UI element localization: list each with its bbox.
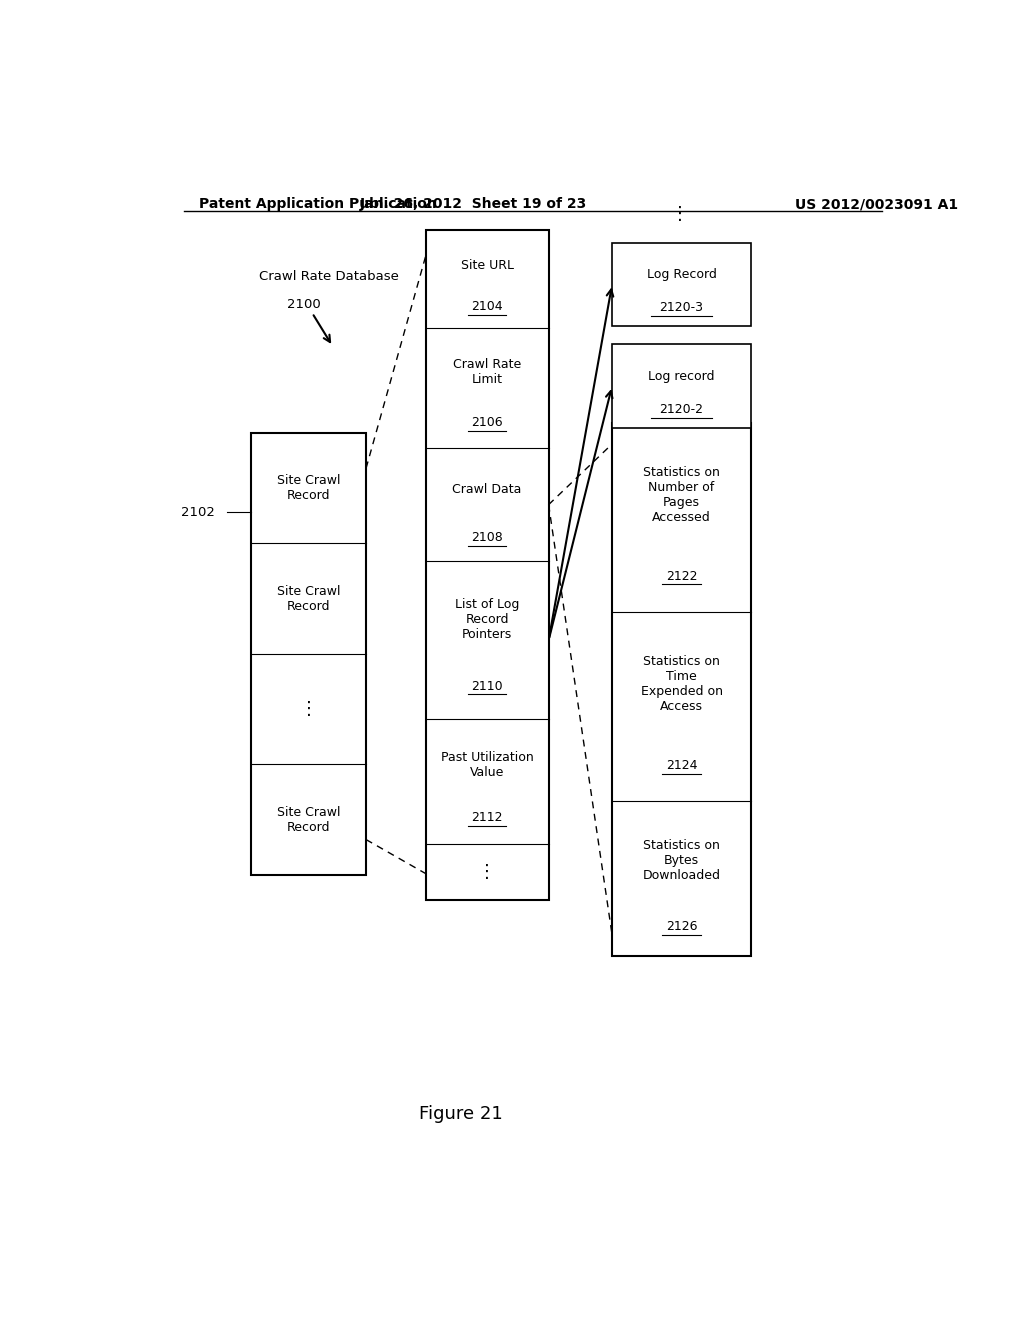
Text: 2110: 2110 bbox=[471, 680, 503, 693]
Text: 2106: 2106 bbox=[471, 416, 503, 429]
Bar bbox=[612, 243, 751, 326]
Text: 2124: 2124 bbox=[666, 759, 697, 772]
Text: List of Log
Record
Pointers: List of Log Record Pointers bbox=[455, 598, 519, 642]
Text: 2112: 2112 bbox=[471, 812, 503, 824]
Bar bbox=[612, 345, 751, 428]
Text: Jan. 26, 2012  Sheet 19 of 23: Jan. 26, 2012 Sheet 19 of 23 bbox=[359, 197, 587, 211]
Text: Figure 21: Figure 21 bbox=[420, 1105, 503, 1123]
Text: ⋮: ⋮ bbox=[478, 863, 496, 882]
Text: Crawl Data: Crawl Data bbox=[453, 483, 522, 496]
Text: Statistics on
Number of
Pages
Accessed: Statistics on Number of Pages Accessed bbox=[643, 466, 720, 524]
Text: 2126: 2126 bbox=[666, 920, 697, 933]
Text: Crawl Rate
Limit: Crawl Rate Limit bbox=[453, 358, 521, 387]
Text: 2120-3: 2120-3 bbox=[659, 301, 703, 314]
Text: Past Utilization
Value: Past Utilization Value bbox=[440, 751, 534, 780]
Text: Log record: Log record bbox=[648, 370, 715, 383]
Text: Log Record: Log Record bbox=[646, 268, 717, 281]
Text: Site Crawl
Record: Site Crawl Record bbox=[276, 474, 340, 502]
Bar bbox=[251, 433, 367, 875]
Text: 2108: 2108 bbox=[471, 531, 503, 544]
Text: US 2012/0023091 A1: US 2012/0023091 A1 bbox=[795, 197, 957, 211]
Text: Site URL: Site URL bbox=[461, 259, 514, 272]
Text: Patent Application Publication: Patent Application Publication bbox=[200, 197, 437, 211]
Text: Statistics on
Time
Expended on
Access: Statistics on Time Expended on Access bbox=[641, 655, 723, 713]
Text: ⋮: ⋮ bbox=[300, 700, 317, 718]
Text: 2104: 2104 bbox=[471, 301, 503, 313]
Text: Crawl Rate Database: Crawl Rate Database bbox=[259, 271, 398, 284]
Text: 2102: 2102 bbox=[181, 506, 215, 519]
Text: 2100: 2100 bbox=[287, 297, 321, 310]
Text: Statistics on
Bytes
Downloaded: Statistics on Bytes Downloaded bbox=[642, 838, 721, 882]
Text: 2122: 2122 bbox=[666, 569, 697, 582]
Text: 2120-2: 2120-2 bbox=[659, 403, 703, 416]
Bar bbox=[426, 230, 549, 900]
Text: Site Crawl
Record: Site Crawl Record bbox=[276, 805, 340, 834]
Text: Site Crawl
Record: Site Crawl Record bbox=[276, 585, 340, 612]
Text: ⋮: ⋮ bbox=[671, 206, 688, 223]
Bar bbox=[612, 422, 751, 956]
